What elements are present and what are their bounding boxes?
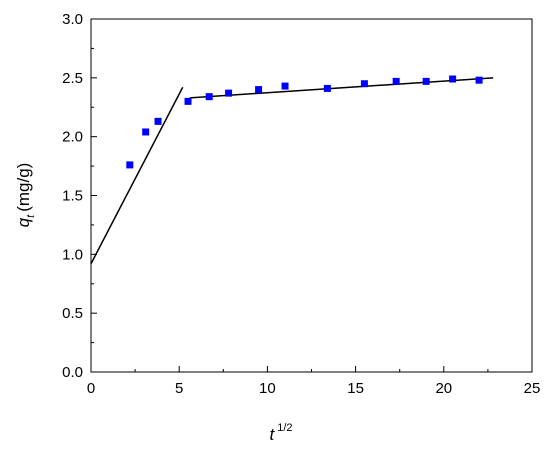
fit-line-1	[90, 86, 184, 265]
y-tick-label: 1.0	[62, 246, 83, 263]
x-tick-label: 25	[524, 380, 541, 397]
plot-frame	[90, 18, 533, 373]
y-tick-label: 1.5	[62, 188, 83, 205]
data-point	[184, 97, 192, 105]
ticks	[90, 18, 533, 373]
fit-line-2	[189, 77, 494, 99]
y-tick-label: 2.0	[62, 129, 83, 146]
x-tick-label: 20	[435, 380, 452, 397]
data-point	[449, 75, 457, 83]
x-tick-label: 10	[259, 380, 276, 397]
x-tick-label: 5	[175, 380, 183, 397]
fit-lines	[90, 77, 494, 265]
y-tick-label: 2.5	[62, 70, 83, 87]
y-tick-label: 0.0	[62, 364, 83, 381]
y-tick-label: 0.5	[62, 305, 83, 322]
x-tick-label: 15	[347, 380, 364, 397]
data-point	[281, 82, 289, 90]
data-point	[422, 77, 430, 85]
data-point	[225, 89, 233, 97]
data-point	[142, 128, 150, 136]
data-point	[154, 117, 162, 125]
data-point	[323, 84, 331, 92]
tick-labels: 0 5 10 15 20 25 0.0 0.5 1.0 1.5 2.0 2.5 3.0	[62, 11, 540, 397]
data-point	[126, 161, 134, 169]
data-point	[392, 77, 400, 85]
data-point	[475, 76, 483, 84]
data-point	[360, 80, 368, 88]
y-axis-title: qt(mg/g)	[14, 163, 37, 228]
x-axis-title: t 1/2	[269, 422, 292, 444]
data-points	[126, 75, 483, 169]
data-point	[205, 93, 213, 101]
x-tick-label: 0	[87, 380, 95, 397]
data-point	[255, 86, 263, 94]
y-tick-label: 3.0	[62, 11, 83, 28]
